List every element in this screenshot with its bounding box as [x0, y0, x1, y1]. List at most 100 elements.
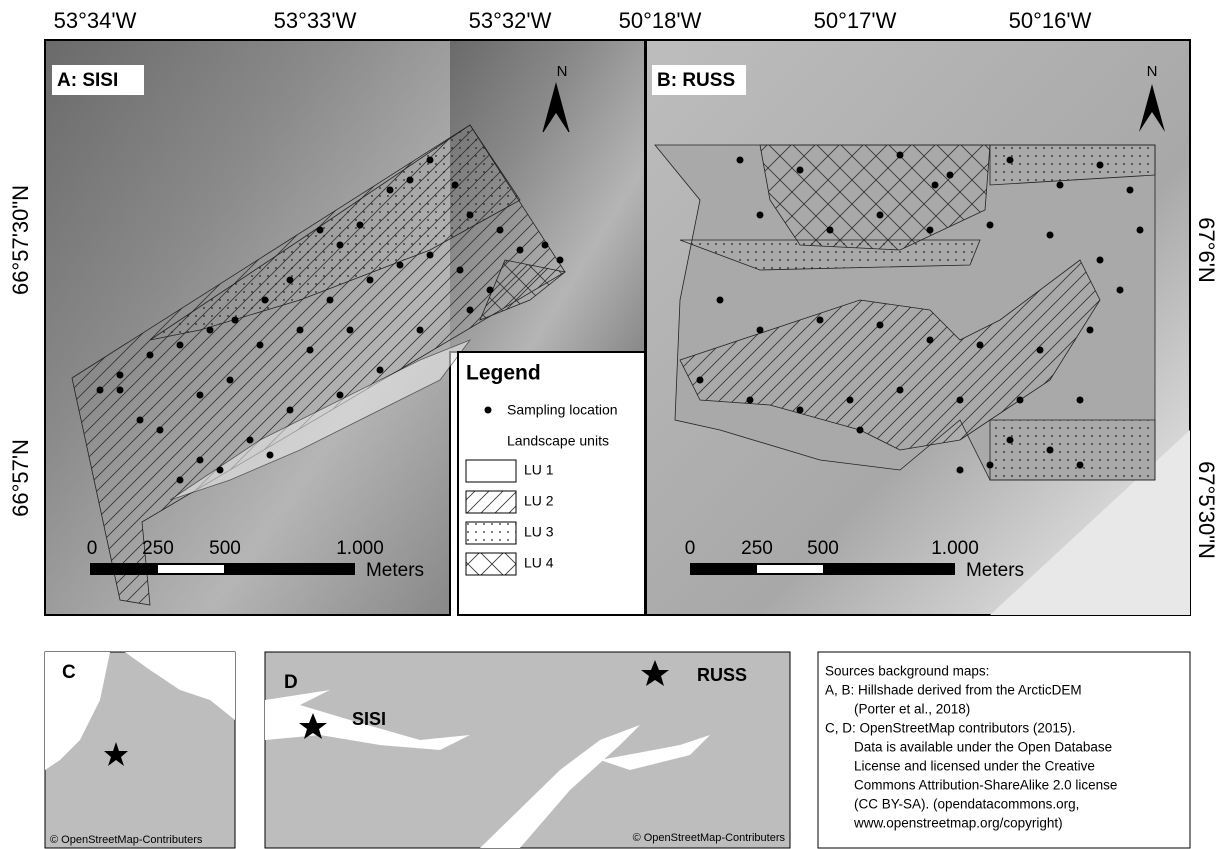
- sampling-point: [947, 172, 954, 179]
- legend-item: Sampling location: [507, 402, 618, 418]
- sampling-point: [542, 242, 549, 249]
- sampling-point: [262, 297, 269, 304]
- lon-label: 53°32'W: [469, 8, 552, 33]
- panel-b: B: RUSS N: [646, 40, 1190, 615]
- sampling-point: [452, 182, 459, 189]
- scale-label: 1.000: [336, 538, 384, 559]
- source-line: Commons Attribution-ShareAlike 2.0 licen…: [854, 778, 1117, 793]
- sampling-point: [747, 397, 754, 404]
- site-label: SISI: [352, 709, 386, 729]
- source-line: (CC BY-SA). (opendatacommons.org,: [854, 797, 1079, 812]
- scale-bar: [690, 563, 955, 575]
- sampling-point: [987, 222, 994, 229]
- legend-dot: [485, 407, 492, 414]
- sampling-point: [1097, 162, 1104, 169]
- sampling-point: [317, 227, 324, 234]
- sampling-point: [457, 267, 464, 274]
- sampling-point: [517, 247, 524, 254]
- sampling-point: [1007, 437, 1014, 444]
- sampling-point: [117, 372, 124, 379]
- north-label: N: [557, 63, 568, 80]
- lon-label: 50°16'W: [1009, 8, 1092, 33]
- sampling-point: [827, 227, 834, 234]
- lat-label: 67°6'N: [1194, 217, 1219, 283]
- sampling-point: [957, 467, 964, 474]
- sampling-point: [297, 327, 304, 334]
- sampling-point: [1137, 227, 1144, 234]
- sampling-point: [177, 477, 184, 484]
- sampling-point: [897, 387, 904, 394]
- sampling-point: [497, 227, 504, 234]
- sampling-point: [557, 257, 564, 264]
- lon-label: 53°33'W: [274, 8, 357, 33]
- sampling-point: [157, 427, 164, 434]
- sampling-point: [1057, 182, 1064, 189]
- sampling-point: [217, 467, 224, 474]
- sampling-point: [817, 317, 824, 324]
- source-line: (Porter et al., 2018): [854, 702, 970, 717]
- source-line: www.openstreetmap.org/copyright): [853, 816, 1063, 831]
- sampling-point: [847, 397, 854, 404]
- sampling-point: [232, 317, 239, 324]
- source-line: Data is available under the Open Databas…: [854, 740, 1112, 755]
- sampling-point: [1077, 397, 1084, 404]
- sampling-point: [757, 212, 764, 219]
- sampling-point: [347, 327, 354, 334]
- legend-item: LU 4: [524, 555, 554, 571]
- sampling-point: [287, 277, 294, 284]
- scale-label: 250: [142, 538, 174, 559]
- legend-item: LU 3: [524, 524, 554, 540]
- sampling-point: [197, 392, 204, 399]
- panel-label: D: [284, 672, 298, 693]
- sampling-point: [1097, 257, 1104, 264]
- sampling-point: [932, 182, 939, 189]
- sampling-point: [1047, 232, 1054, 239]
- sampling-point: [927, 227, 934, 234]
- sampling-point: [467, 212, 474, 219]
- scale-label: 500: [807, 538, 839, 559]
- sampling-point: [487, 287, 494, 294]
- legend: Legend Sampling location Landscape units…: [458, 352, 645, 615]
- site-label: RUSS: [697, 665, 747, 685]
- legend-item: LU 2: [524, 493, 554, 509]
- scale-label: 500: [209, 538, 241, 559]
- scale-label: 0: [87, 538, 98, 559]
- sampling-point: [1077, 462, 1084, 469]
- lat-label: 66°57'30"N: [8, 185, 33, 295]
- sampling-point: [337, 392, 344, 399]
- sampling-point: [1017, 397, 1024, 404]
- sampling-point: [257, 342, 264, 349]
- scale-label: 0: [685, 538, 696, 559]
- sampling-point: [137, 417, 144, 424]
- sampling-point: [407, 177, 414, 184]
- inset-d: D SISI RUSS © OpenStreetMap-Contributers: [265, 652, 790, 848]
- sampling-point: [1047, 447, 1054, 454]
- lon-label: 50°17'W: [814, 8, 897, 33]
- sampling-point: [97, 387, 104, 394]
- sampling-point: [797, 407, 804, 414]
- panel-label: B: RUSS: [657, 70, 735, 91]
- legend-item: LU 1: [524, 462, 554, 478]
- legend-title: Legend: [466, 362, 541, 385]
- sampling-point: [877, 212, 884, 219]
- sampling-point: [287, 407, 294, 414]
- sampling-point: [327, 297, 334, 304]
- sampling-point: [757, 327, 764, 334]
- north-label: N: [1147, 63, 1158, 80]
- sampling-point: [367, 277, 374, 284]
- sampling-point: [717, 297, 724, 304]
- sampling-point: [197, 457, 204, 464]
- sampling-point: [307, 347, 314, 354]
- scale-unit: Meters: [966, 560, 1024, 581]
- sampling-point: [697, 377, 704, 384]
- credit: © OpenStreetMap-Contributers: [633, 832, 786, 844]
- sampling-point: [957, 397, 964, 404]
- sampling-point: [387, 187, 394, 194]
- sampling-point: [147, 352, 154, 359]
- sampling-point: [337, 242, 344, 249]
- sampling-point: [1037, 347, 1044, 354]
- sampling-point: [1117, 287, 1124, 294]
- lat-label: 67°5'30"N: [1194, 461, 1219, 559]
- sampling-point: [797, 167, 804, 174]
- sampling-point: [357, 222, 364, 229]
